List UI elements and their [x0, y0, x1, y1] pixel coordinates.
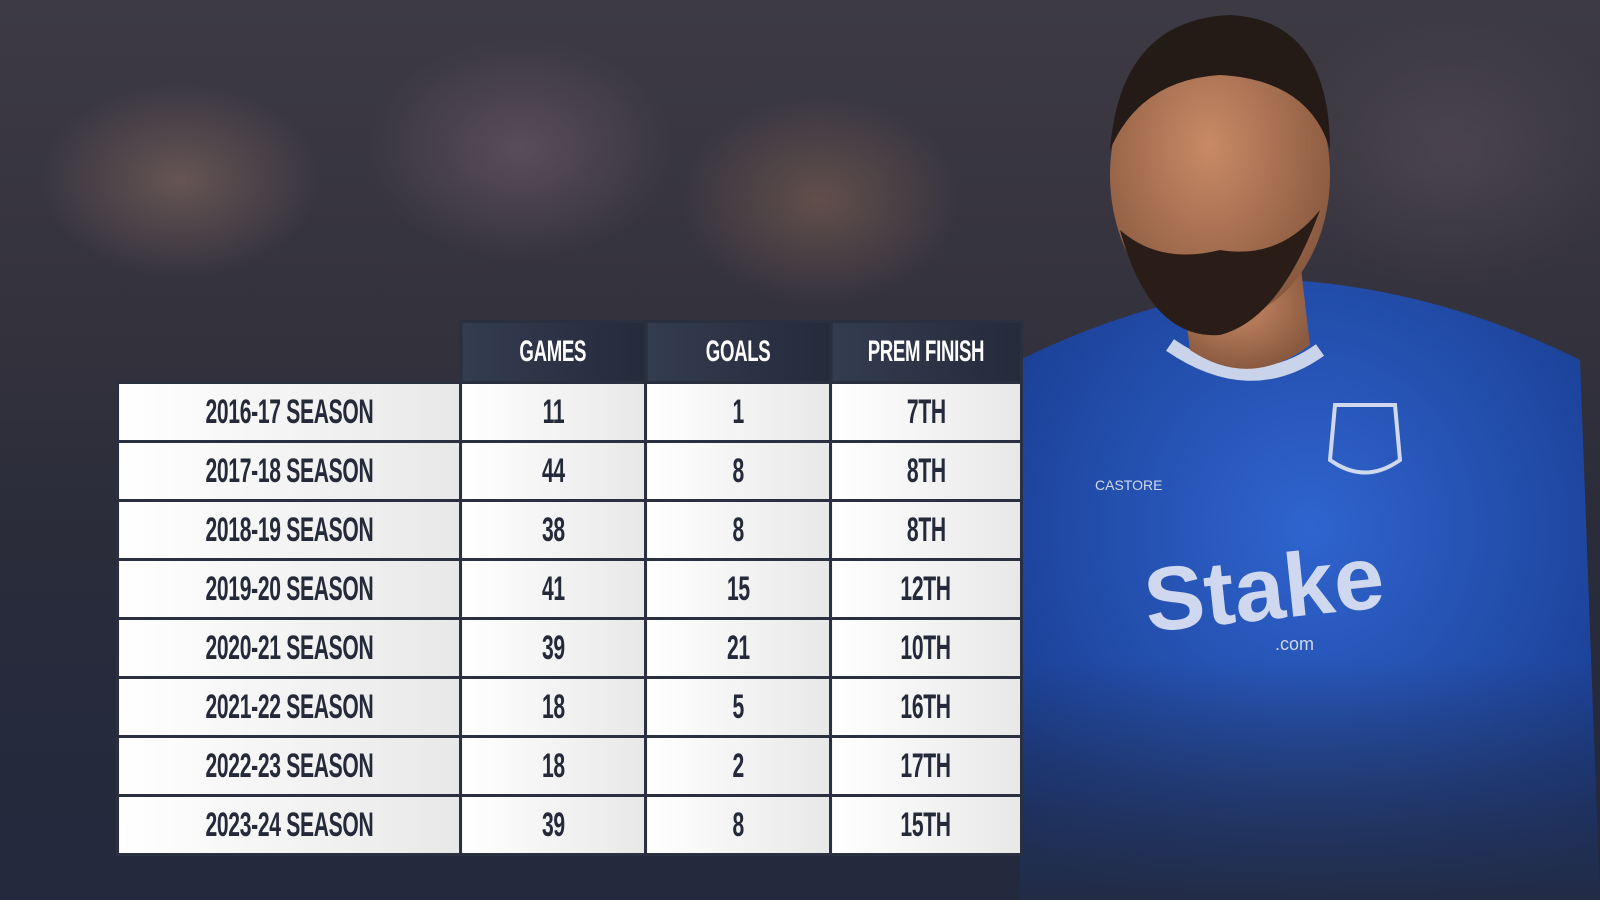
games-value: 18 — [541, 747, 565, 785]
games-value: 39 — [541, 806, 565, 844]
cell-goals: 21 — [644, 617, 832, 679]
cell-games: 39 — [459, 794, 647, 856]
cell-finish: 7TH — [829, 381, 1023, 443]
header-games: GAMES — [459, 320, 647, 384]
cell-finish: 8TH — [829, 499, 1023, 561]
cell-season: 2023-24 SEASON — [116, 794, 462, 856]
cell-games: 41 — [459, 558, 647, 620]
table-row: 2020-21 SEASON 39 21 10TH — [116, 617, 1023, 679]
table-row: 2019-20 SEASON 41 15 12TH — [116, 558, 1023, 620]
games-value: 11 — [542, 393, 564, 431]
games-value: 41 — [541, 570, 565, 608]
finish-value: 7TH — [906, 393, 946, 431]
goals-value: 2 — [732, 747, 744, 785]
cell-games: 44 — [459, 440, 647, 502]
cell-finish: 12TH — [829, 558, 1023, 620]
cell-goals: 1 — [644, 381, 832, 443]
season-value: 2022-23 SEASON — [205, 747, 373, 785]
goals-value: 8 — [732, 452, 744, 490]
cell-finish: 15TH — [829, 794, 1023, 856]
svg-text:Stake: Stake — [1139, 527, 1388, 652]
table-row: 2023-24 SEASON 39 8 15TH — [116, 794, 1023, 856]
goals-value: 5 — [732, 688, 744, 726]
cell-season: 2019-20 SEASON — [116, 558, 462, 620]
season-value: 2023-24 SEASON — [205, 806, 373, 844]
finish-value: 17TH — [900, 747, 952, 785]
club-crest-icon — [1327, 403, 1403, 475]
table-row: 2017-18 SEASON 44 8 8TH — [116, 440, 1023, 502]
season-value: 2016-17 SEASON — [205, 393, 373, 431]
cell-games: 38 — [459, 499, 647, 561]
goals-value: 8 — [732, 806, 744, 844]
games-value: 39 — [541, 629, 565, 667]
season-value: 2018-19 SEASON — [205, 511, 373, 549]
svg-text:CASTORE: CASTORE — [1095, 477, 1162, 493]
cell-goals: 2 — [644, 735, 832, 797]
finish-value: 15TH — [900, 806, 952, 844]
cell-finish: 16TH — [829, 676, 1023, 738]
games-value: 18 — [541, 688, 565, 726]
season-value: 2017-18 SEASON — [205, 452, 373, 490]
header-prem-finish: PREM FINISH — [829, 320, 1023, 384]
player-photo: Stake .com CASTORE — [1020, 15, 1600, 900]
cell-season: 2017-18 SEASON — [116, 440, 462, 502]
cell-season: 2020-21 SEASON — [116, 617, 462, 679]
cell-finish: 10TH — [829, 617, 1023, 679]
cell-season: 2021-22 SEASON — [116, 676, 462, 738]
cell-season: 2018-19 SEASON — [116, 499, 462, 561]
cell-season: 2022-23 SEASON — [116, 735, 462, 797]
finish-value: 8TH — [906, 452, 946, 490]
table-row: 2018-19 SEASON 38 8 8TH — [116, 499, 1023, 561]
season-stats-table: GAMES GOALS PREM FINISH 2016-17 SEASON 11… — [116, 320, 1023, 856]
finish-value: 12TH — [900, 570, 952, 608]
games-value: 38 — [541, 511, 565, 549]
goals-value: 15 — [726, 570, 750, 608]
header-goals: GOALS — [644, 320, 832, 384]
sponsor-logo: Stake .com CASTORE — [1095, 477, 1389, 654]
table-row: 2021-22 SEASON 18 5 16TH — [116, 676, 1023, 738]
table-row: 2016-17 SEASON 11 1 7TH — [116, 381, 1023, 443]
cell-finish: 17TH — [829, 735, 1023, 797]
season-value: 2020-21 SEASON — [205, 629, 373, 667]
svg-text:.com: .com — [1275, 634, 1314, 654]
goals-value: 1 — [732, 393, 744, 431]
bottom-fade — [1020, 660, 1600, 900]
goals-value: 21 — [726, 629, 750, 667]
cell-goals: 8 — [644, 440, 832, 502]
table-header-row: GAMES GOALS PREM FINISH — [118, 320, 1023, 384]
finish-value: 10TH — [900, 629, 952, 667]
games-value: 44 — [541, 452, 565, 490]
cell-finish: 8TH — [829, 440, 1023, 502]
cell-games: 18 — [459, 735, 647, 797]
cell-season: 2016-17 SEASON — [116, 381, 462, 443]
season-value: 2019-20 SEASON — [205, 570, 373, 608]
cell-goals: 15 — [644, 558, 832, 620]
cell-goals: 8 — [644, 794, 832, 856]
cell-goals: 5 — [644, 676, 832, 738]
cell-games: 39 — [459, 617, 647, 679]
goals-value: 8 — [732, 511, 744, 549]
cell-goals: 8 — [644, 499, 832, 561]
finish-value: 8TH — [906, 511, 946, 549]
season-value: 2021-22 SEASON — [205, 688, 373, 726]
cell-games: 18 — [459, 676, 647, 738]
table-row: 2022-23 SEASON 18 2 17TH — [116, 735, 1023, 797]
cell-games: 11 — [459, 381, 647, 443]
finish-value: 16TH — [900, 688, 952, 726]
